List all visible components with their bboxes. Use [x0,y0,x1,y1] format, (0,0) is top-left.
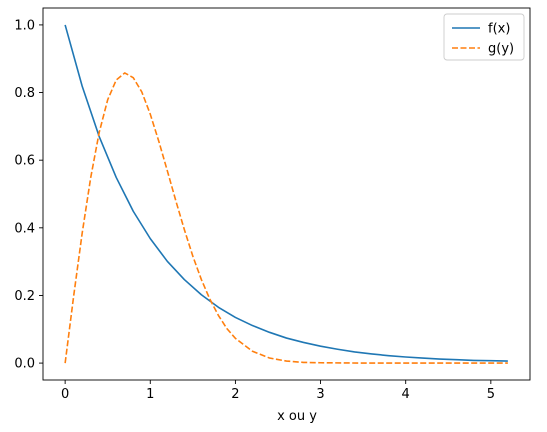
legend-label: g(y) [488,42,514,57]
x-tick-label: 4 [402,387,410,402]
y-tick-label: 0.4 [14,221,35,236]
y-tick-label: 0.6 [14,154,35,169]
plot-area [43,8,530,380]
axes-layer: 0 1 2 3 4 5 0.0 0.2 0.4 0.6 0.8 1.0 [14,7,531,402]
y-tick-label: 1.0 [14,18,35,33]
legend: f(x) g(y) [443,13,525,61]
series-line-g [64,72,508,364]
x-axis-label: x ou y [277,409,317,424]
x-tick-label: 3 [316,387,324,402]
y-tick-label: 0.0 [14,357,35,372]
plot-background [43,8,530,380]
x-tick-label: 2 [231,387,239,402]
x-tick-label: 5 [487,387,495,402]
y-tick-label: 0.2 [14,289,35,304]
x-tick-label: 0 [61,387,69,402]
series-line-f [64,24,508,362]
x-tick-label: 1 [146,387,154,402]
series-layer [64,24,508,364]
legend-label: f(x) [488,22,510,37]
axes-frame [42,7,531,381]
y-tick-label: 0.8 [14,86,35,101]
